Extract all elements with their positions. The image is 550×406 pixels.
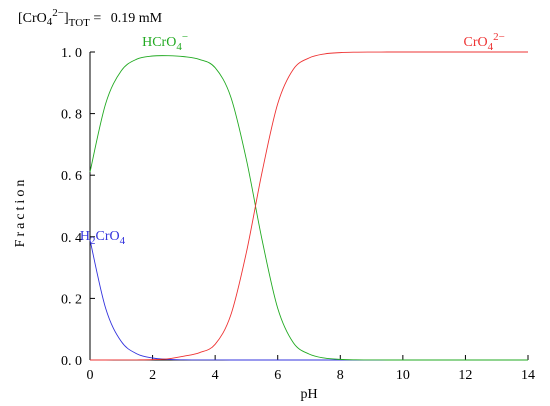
x-tick-label: 2 — [149, 368, 156, 383]
y-tick-label: 0. 4 — [61, 231, 82, 246]
series-line — [89, 239, 528, 361]
y-tick-label: 0. 0 — [61, 354, 82, 369]
plot-axes — [89, 52, 528, 361]
x-tick-label: 8 — [337, 368, 344, 383]
series-line — [89, 55, 528, 361]
series-label: HCrO4− — [142, 31, 188, 53]
x-tick-label: 12 — [458, 368, 472, 383]
y-axis-title: Fraction — [13, 177, 28, 248]
y-tick-label: 1. 0 — [61, 46, 82, 61]
x-tick-label: 0 — [87, 368, 94, 383]
y-tick-label: 0. 2 — [61, 292, 82, 307]
x-tick-label: 14 — [521, 368, 535, 383]
series-labels: H2CrO4 HCrO4− CrO42− — [80, 31, 505, 247]
total-concentration-label: [CrO42−]TOT = 0.19 mM — [18, 7, 163, 29]
x-tick-label: 4 — [212, 368, 219, 383]
y-tick-label: 0. 8 — [61, 108, 82, 123]
x-tick-label: 6 — [274, 368, 281, 383]
x-axis-title: pH — [300, 387, 317, 402]
series-line — [89, 51, 528, 361]
series-label: H2CrO4 — [80, 229, 126, 247]
series-label: CrO42− — [464, 31, 505, 53]
total-concentration-value: 0.19 mM — [111, 11, 163, 26]
axis-ticks: 0 2 4 6 8 10 12 14 0. 0 0. 2 0. 4 0. 6 0. 8 1. 0 — [61, 46, 535, 383]
y-tick-label: 0. 6 — [61, 169, 82, 184]
x-tick-label: 10 — [396, 368, 410, 383]
fraction-curves — [89, 51, 528, 361]
